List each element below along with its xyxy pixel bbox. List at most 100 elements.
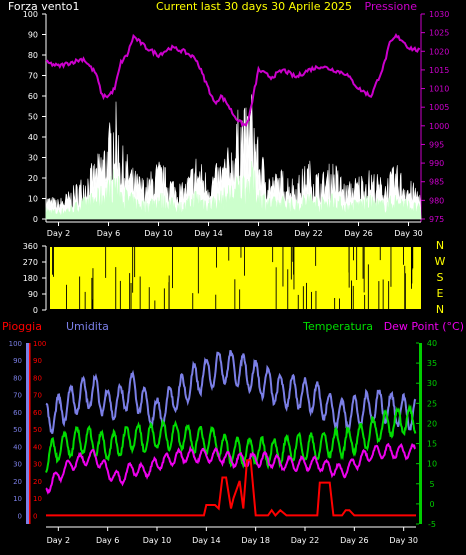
- legend-humidity: Umidita: [66, 320, 109, 333]
- wind-direction-gap: [130, 283, 132, 309]
- pressure-tick-label: 980: [429, 196, 444, 205]
- wind-direction-gap: [52, 247, 53, 275]
- wind-direction-gap: [163, 288, 165, 309]
- pressure-tick-label: 1000: [429, 122, 449, 131]
- wind-direction-gap: [339, 298, 340, 309]
- gust-series: [45, 94, 422, 220]
- rain-tick-label: 40: [33, 443, 42, 451]
- pressure-tick-label: 1010: [429, 85, 449, 94]
- wind-tick-label: 70: [28, 72, 38, 81]
- wind-direction-gap: [334, 298, 336, 309]
- bottom-x-tick-label: Day 14: [192, 536, 221, 545]
- humidity-tick-label: 90: [13, 357, 22, 365]
- wind-direction-gap: [379, 247, 381, 261]
- wind-direction-gap: [228, 247, 230, 261]
- pressure-tick-label: 1025: [429, 29, 449, 38]
- wind-tick-label: 100: [23, 10, 38, 19]
- wind-tick-label: 80: [28, 51, 38, 60]
- rain-tick-label: 10: [33, 495, 42, 503]
- wind-direction-gap: [129, 273, 131, 309]
- bottom-x-tick-label: Day 22: [291, 536, 320, 545]
- direction-tick-label: 180: [23, 274, 38, 283]
- wind-direction-gap: [272, 247, 274, 263]
- legend-rain: Pioggia: [2, 320, 42, 333]
- pressure-tick-label: 1020: [429, 47, 449, 56]
- wind-direction-gap: [239, 289, 241, 309]
- humidity-tick-label: 30: [13, 461, 22, 469]
- humidity-tick-label: 50: [13, 426, 22, 434]
- temperature-tick-label: 0: [429, 500, 434, 509]
- wind-direction-gap: [411, 247, 413, 284]
- wind-series: [45, 160, 422, 220]
- rain-tick-label: 60: [33, 409, 42, 417]
- humidity-series: [45, 349, 417, 434]
- wind-direction-gap: [148, 287, 150, 309]
- temperature-tick-label: 15: [427, 440, 437, 449]
- direction-tick-label: 0: [33, 306, 38, 315]
- direction-tick-label: 270: [23, 258, 38, 267]
- wind-direction-gap: [363, 247, 365, 293]
- dewpoint-series: [45, 442, 417, 495]
- compass-label: N: [436, 239, 444, 252]
- wind-tick-label: 50: [28, 113, 38, 122]
- bottom-x-tick-label: Day 26: [340, 536, 369, 545]
- bottom-x-tick-label: Day 2: [47, 536, 70, 545]
- wind-direction-gap: [353, 247, 354, 261]
- wind-direction-gap: [362, 247, 364, 279]
- wind-tick-label: 30: [28, 154, 38, 163]
- wind-direction-gap: [302, 286, 304, 309]
- bottom-x-tick-label: Day 18: [241, 536, 270, 545]
- temperature-tick-label: 20: [427, 419, 437, 428]
- wind-direction-gap: [240, 247, 242, 258]
- temperature-tick-label: -5: [428, 520, 436, 529]
- temperature-axis-bar: [419, 343, 422, 524]
- temperature-tick-label: 35: [427, 359, 437, 368]
- wind-direction-gap: [378, 281, 380, 309]
- wind-direction-gap: [192, 293, 194, 309]
- wind-direction-gap: [352, 285, 354, 309]
- wind-direction-gap: [306, 282, 307, 309]
- wind-direction-gap: [134, 247, 136, 278]
- wind-direction-gap: [293, 247, 295, 290]
- wind-tick-label: 10: [28, 195, 38, 204]
- chart-title: Current last 30 days 30 Aprile 2025: [156, 0, 352, 13]
- wind-direction-series: [50, 247, 421, 309]
- wind-direction-gap: [356, 247, 358, 280]
- wind-direction-gap: [139, 276, 141, 309]
- rain-tick-label: 50: [33, 426, 42, 434]
- pressure-tick-label: 975: [429, 215, 444, 224]
- bottom-x-tick-label: Day 6: [96, 536, 119, 545]
- wind-direction-gap: [311, 291, 312, 309]
- rain-tick-label: 80: [33, 374, 42, 382]
- legend-dewpoint: Dew Point (°C): [384, 320, 464, 333]
- wind-direction-gap: [53, 247, 54, 277]
- top-x-tick-label: Day 2: [47, 229, 70, 238]
- compass-label: S: [437, 271, 444, 284]
- top-x-tick-label: Day 6: [97, 229, 120, 238]
- compass-label: E: [437, 287, 444, 300]
- wind-direction-gap: [404, 265, 406, 309]
- top-x-tick-label: Day 22: [294, 229, 323, 238]
- wind-direction-gap: [364, 294, 366, 309]
- humidity-tick-label: 80: [13, 374, 22, 382]
- weather-panel: Pioggia Umidita Temperatura Dew Point (°…: [2, 320, 464, 545]
- temperature-tick-label: 10: [427, 460, 437, 469]
- humidity-tick-label: 20: [13, 478, 22, 486]
- wind-direction-gap: [84, 291, 86, 309]
- wind-direction-gap: [91, 277, 93, 309]
- wind-tick-label: 90: [28, 31, 38, 40]
- humidity-tick-label: 70: [13, 392, 22, 400]
- wind-direction-gap: [115, 267, 117, 309]
- wind-direction-gap: [367, 264, 369, 309]
- pressure-tick-label: 990: [429, 159, 444, 168]
- compass-label: N: [436, 303, 444, 316]
- wind-direction-gap: [215, 294, 217, 309]
- humidity-tick-label: 100: [9, 340, 22, 348]
- wind-direction-gap: [132, 247, 134, 293]
- wind-direction-gap: [315, 247, 317, 266]
- wind-direction-gap: [119, 280, 121, 309]
- wind-direction-gap: [244, 247, 245, 276]
- wind-direction-gap: [287, 269, 289, 309]
- wind-direction-gap: [388, 281, 390, 309]
